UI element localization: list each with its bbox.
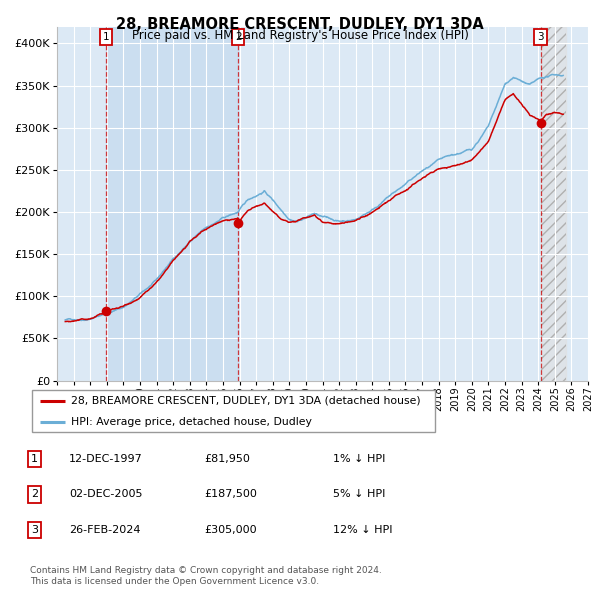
Text: 02-DEC-2005: 02-DEC-2005 — [69, 490, 143, 499]
Text: HPI: Average price, detached house, Dudley: HPI: Average price, detached house, Dudl… — [71, 417, 311, 427]
Bar — [541, 27, 566, 381]
Text: 2: 2 — [235, 32, 242, 42]
Text: £305,000: £305,000 — [204, 525, 257, 535]
Text: 1: 1 — [31, 454, 38, 464]
Bar — [541, 27, 566, 381]
Bar — [106, 27, 238, 381]
Text: 1% ↓ HPI: 1% ↓ HPI — [333, 454, 385, 464]
Text: 28, BREAMORE CRESCENT, DUDLEY, DY1 3DA (detached house): 28, BREAMORE CRESCENT, DUDLEY, DY1 3DA (… — [71, 396, 421, 406]
Text: 2: 2 — [31, 490, 38, 499]
FancyBboxPatch shape — [32, 390, 435, 432]
Text: 3: 3 — [538, 32, 544, 42]
Text: £187,500: £187,500 — [204, 490, 257, 499]
Text: 12-DEC-1997: 12-DEC-1997 — [69, 454, 143, 464]
Text: 12% ↓ HPI: 12% ↓ HPI — [333, 525, 392, 535]
Text: £81,950: £81,950 — [204, 454, 250, 464]
Text: 26-FEB-2024: 26-FEB-2024 — [69, 525, 140, 535]
Text: 1: 1 — [103, 32, 109, 42]
Text: Price paid vs. HM Land Registry's House Price Index (HPI): Price paid vs. HM Land Registry's House … — [131, 30, 469, 42]
Text: 5% ↓ HPI: 5% ↓ HPI — [333, 490, 385, 499]
Text: Contains HM Land Registry data © Crown copyright and database right 2024.
This d: Contains HM Land Registry data © Crown c… — [30, 566, 382, 586]
Text: 28, BREAMORE CRESCENT, DUDLEY, DY1 3DA: 28, BREAMORE CRESCENT, DUDLEY, DY1 3DA — [116, 17, 484, 32]
Text: 3: 3 — [31, 525, 38, 535]
